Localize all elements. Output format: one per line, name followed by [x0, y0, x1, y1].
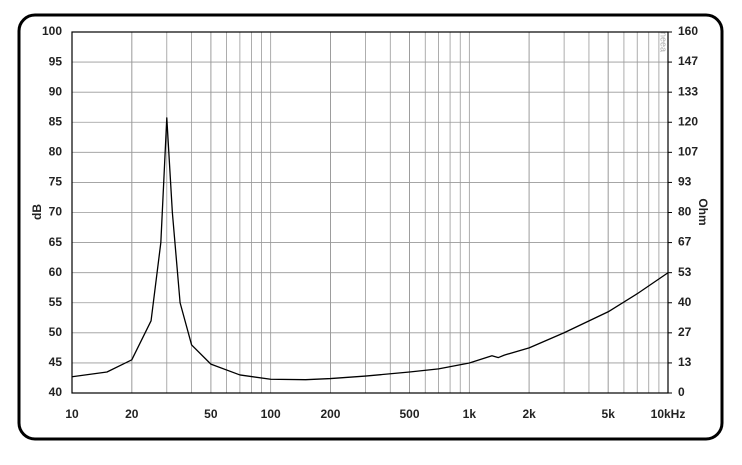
y-tick-label: 90 [49, 84, 63, 98]
frame [17, 13, 724, 441]
y-tick-label: 70 [49, 205, 63, 219]
y-tick-label: 80 [49, 145, 63, 159]
y2-tick-label: 133 [678, 84, 698, 98]
y2-tick-label: 120 [678, 114, 698, 128]
y-tick-label: 75 [49, 175, 63, 189]
y2-tick-label: 147 [678, 54, 698, 68]
y-tick-label: 95 [49, 54, 63, 68]
y-tick-label: 85 [49, 114, 63, 128]
x-tick-label: 10 [65, 407, 79, 421]
y2-tick-label: 13 [678, 355, 692, 369]
y-tick-label: 45 [49, 355, 63, 369]
y-tick-label: 60 [49, 265, 63, 279]
plot-border [71, 31, 669, 394]
y-axis-label: dB [30, 204, 44, 220]
x-tick-label: 5k [602, 407, 616, 421]
x-tick-label: 2k [522, 407, 536, 421]
y-tick-label: 55 [49, 295, 63, 309]
x-tick-label: 10kHz [651, 407, 686, 421]
y2-tick-label: 40 [678, 295, 692, 309]
watermark: neea [659, 32, 669, 52]
x-tick-label: 100 [261, 407, 281, 421]
y2-tick-label: 0 [678, 385, 685, 399]
x-tick-label: 200 [320, 407, 340, 421]
y2-tick-label: 67 [678, 235, 692, 249]
y2-tick-label: 27 [678, 325, 692, 339]
x-tick-label: 1k [463, 407, 477, 421]
y-tick-label: 100 [42, 24, 62, 38]
y2-tick-label: 107 [678, 144, 698, 158]
y2-tick-label: 160 [678, 24, 698, 38]
x-tick-label: 20 [125, 407, 139, 421]
y-tick-label: 40 [49, 385, 63, 399]
x-tick-label: 50 [204, 407, 218, 421]
x-tick-label: 500 [400, 407, 420, 421]
y-tick-label: 65 [49, 235, 63, 249]
y2-tick-label: 93 [678, 175, 692, 189]
y2-axis-label: Ohm [696, 198, 710, 225]
y-tick-label: 50 [49, 325, 63, 339]
y2-tick-label: 80 [678, 205, 692, 219]
series-line [71, 117, 669, 381]
y2-tick-label: 53 [678, 265, 692, 279]
